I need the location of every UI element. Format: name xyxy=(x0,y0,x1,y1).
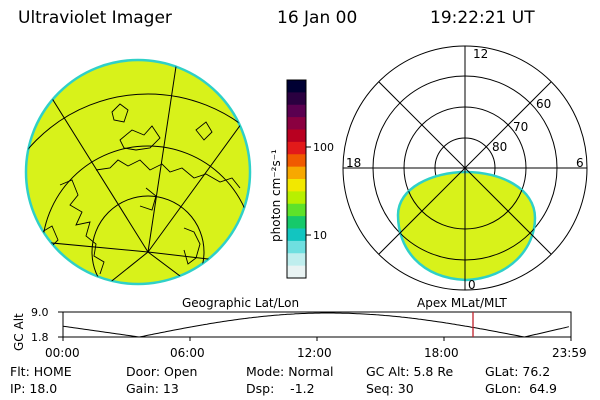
footer-mode: Mode: Normal xyxy=(246,364,334,379)
footer-gc-alt: GC Alt: 5.8 Re xyxy=(366,364,454,379)
colorbar-label-100: 100 xyxy=(313,141,334,154)
colorbar-unit-label: photon cm⁻²s⁻¹ xyxy=(269,149,283,242)
date-label: 16 Jan 00 xyxy=(277,8,358,28)
colorbar-segment xyxy=(287,154,306,168)
colorbar-segment xyxy=(287,141,306,155)
altitude-axis-label: GC Alt xyxy=(12,313,26,351)
coastline xyxy=(111,103,129,123)
instrument-title: Ultraviolet Imager xyxy=(18,8,172,28)
time-label: 19:22:21 UT xyxy=(430,8,535,28)
colorbar-frame xyxy=(286,79,307,279)
right-panel-caption: Apex MLat/MLT xyxy=(417,296,507,310)
footer-glon: GLon: 64.9 xyxy=(485,381,557,396)
coastline xyxy=(59,179,105,275)
footer-flight: Flt: HOME xyxy=(10,364,72,379)
colorbar-segment xyxy=(287,80,306,93)
colorbar-segment xyxy=(287,92,306,106)
time-axis-ticks xyxy=(62,337,572,341)
lat-ring-70-over-oval xyxy=(403,172,527,230)
polar-spokes xyxy=(343,46,587,290)
meridian-line xyxy=(147,104,250,253)
aurora-oval-shape xyxy=(396,170,537,282)
coastline xyxy=(183,227,201,265)
footer-ip: IP: 18.0 xyxy=(10,381,58,396)
footer-door: Door: Open xyxy=(126,364,198,379)
time-tick-12: 12:00 xyxy=(297,346,332,360)
altitude-curve xyxy=(62,312,570,338)
footer-gain: Gain: 13 xyxy=(126,381,179,396)
mlt-label-12: 12 xyxy=(473,47,489,61)
colorbar-segment xyxy=(287,216,306,230)
colorbar-segment xyxy=(287,228,306,242)
meridian-line xyxy=(87,251,149,284)
time-tick-2359: 23:59 xyxy=(552,346,587,360)
colorbar-segment xyxy=(287,240,306,254)
coastline xyxy=(227,91,245,105)
colorbar-segment xyxy=(287,253,306,267)
altitude-strip-frame xyxy=(62,311,572,338)
colorbar-segment xyxy=(287,104,306,118)
colorbar-segment xyxy=(287,117,306,131)
altitude-strip xyxy=(58,311,572,341)
left-panel-caption: Geographic Lat/Lon xyxy=(182,296,300,310)
polar-aurora-oval xyxy=(396,170,537,282)
geographic-image-panel xyxy=(24,58,252,286)
mlt-label-6: 6 xyxy=(576,156,584,170)
lat-label-80: 80 xyxy=(492,140,508,154)
lat-circle-inner xyxy=(91,195,205,284)
colorbar-segment xyxy=(287,129,306,143)
meridian-line xyxy=(147,60,181,253)
lat-label-60: 60 xyxy=(536,97,552,111)
colorbar-segment xyxy=(287,203,306,217)
lat-circle-outer xyxy=(26,93,250,284)
lat-ring-60-over-oval xyxy=(398,172,535,261)
footer-dsp: Dsp: -1.2 xyxy=(246,381,315,396)
altitude-ytick-1.8: 1.8 xyxy=(31,331,49,344)
footer-glat: GLat: 76.2 xyxy=(485,364,551,379)
colorbar-segment xyxy=(287,166,306,180)
time-tick-06: 06:00 xyxy=(170,346,205,360)
coastline xyxy=(139,187,157,211)
colorbar-label-10: 10 xyxy=(313,229,327,242)
coastline xyxy=(95,159,241,189)
coastline xyxy=(195,121,213,141)
colorbar-segment xyxy=(287,265,306,279)
time-tick-00: 00:00 xyxy=(45,346,80,360)
colorbar-segment xyxy=(287,179,306,192)
lat-label-70: 70 xyxy=(513,120,529,134)
coastline xyxy=(119,125,161,151)
altitude-ytick-9: 9.0 xyxy=(31,306,49,319)
mlt-label-18: 18 xyxy=(346,156,362,170)
colorbar-segment xyxy=(287,191,306,205)
geographic-aurora-disk xyxy=(24,58,252,286)
mlt-spoke-diag2 xyxy=(378,81,552,255)
colorbar xyxy=(286,79,307,279)
mlt-label-0: 0 xyxy=(468,278,476,292)
footer-seq: Seq: 30 xyxy=(366,381,414,396)
time-tick-18: 18:00 xyxy=(424,346,459,360)
